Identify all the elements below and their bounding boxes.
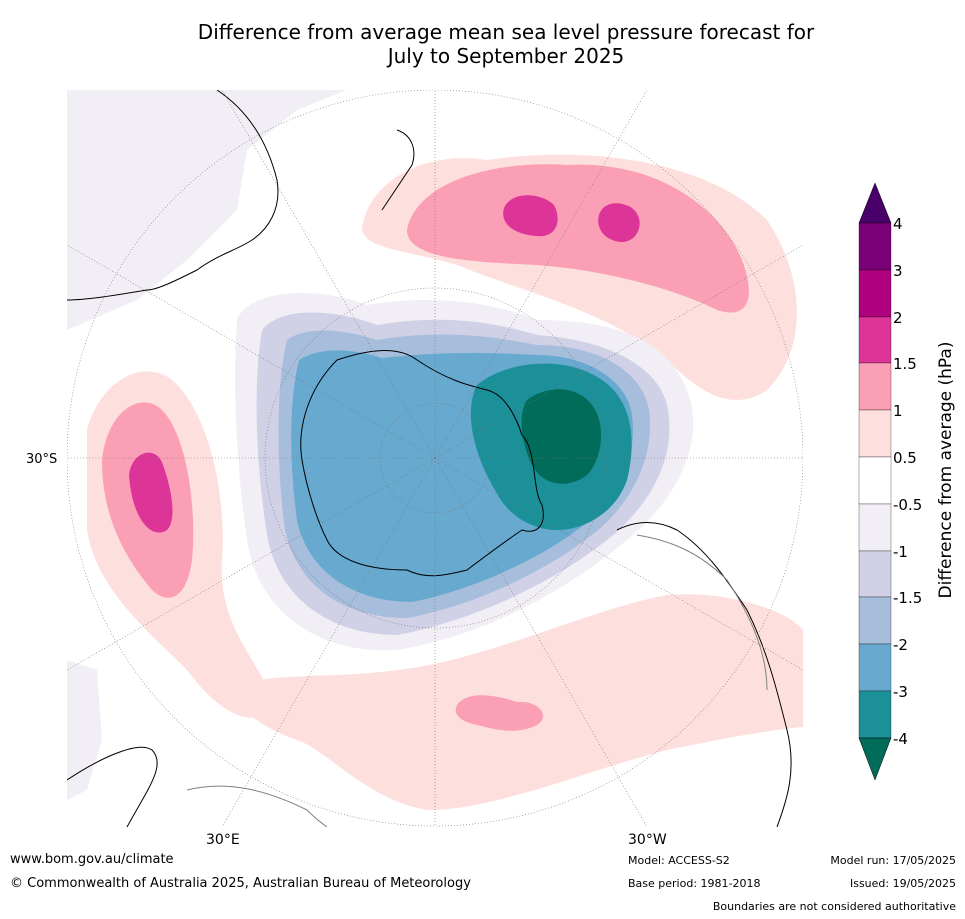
africa-borders [186, 785, 328, 827]
lat-label-30s: 30°S [26, 452, 58, 467]
colorbar [855, 182, 965, 783]
footer-model: Model: ACCESS-S2 [628, 854, 730, 867]
new-zealand-coastline [381, 129, 415, 211]
colorbar-tick-neg-4: -4 [893, 730, 908, 748]
colorbar-bin-neg2-neg3 [858, 643, 892, 692]
south-america-borders [636, 534, 768, 691]
region-neg05-australia [67, 90, 347, 330]
grid-meridians [67, 90, 803, 827]
colorbar-tick-neg-0-5: -0.5 [893, 496, 923, 514]
footer-base-period: Base period: 1981-2018 [628, 877, 761, 890]
south-america-coastline [616, 522, 792, 827]
region-pos1-south [455, 695, 544, 731]
region-pos1-north [407, 164, 749, 313]
region-pos15-north-a [503, 195, 558, 237]
lon-label-30w: 30°W [628, 832, 667, 848]
region-pos15-north-b [598, 203, 640, 242]
pressure-anomaly-map[interactable] [67, 90, 803, 827]
footer-copyright: © Commonwealth of Australia 2025, Austra… [10, 876, 471, 891]
colorbar-bin-neutral [858, 456, 892, 505]
colorbar-bin-neg3-neg4 [858, 690, 892, 739]
footer-model-run: Model run: 17/05/2025 [830, 854, 956, 867]
region-neg05-africa [67, 660, 102, 800]
colorbar-title: Difference from average (hPa) [936, 341, 956, 599]
colorbar-tick-1-5: 1.5 [893, 355, 917, 373]
colorbar-bin-neg15-neg2 [858, 596, 892, 645]
colorbar-bin-2-3 [858, 269, 892, 318]
africa-coastline [67, 746, 158, 827]
colorbar-max-arrow [858, 182, 892, 224]
colorbar-tick-0-5: 0.5 [893, 449, 917, 467]
colorbar-bin-neg05-neg1 [858, 503, 892, 552]
colorbar-tick-neg-1-5: -1.5 [893, 589, 923, 607]
antarctica-coastline [300, 350, 544, 577]
footer-url[interactable]: www.bom.gov.au/climate [10, 852, 174, 867]
lon-label-30e: 30°E [206, 832, 240, 848]
title-line-2: July to September 2025 [387, 44, 625, 68]
footer-issued: Issued: 19/05/2025 [849, 877, 956, 890]
colorbar-min-arrow [858, 737, 892, 781]
colorbar-tick-3: 3 [893, 262, 903, 280]
colorbar-tick-neg-1: -1 [893, 543, 908, 561]
colorbar-tick-2: 2 [893, 309, 903, 327]
colorbar-tick-4: 4 [893, 215, 903, 233]
grid-circle-mid [264, 287, 606, 629]
colorbar-bin-15-2 [858, 316, 892, 364]
colorbar-bin-1-15 [858, 362, 892, 411]
region-pos15-west [129, 452, 173, 533]
colorbar-bin-3-4 [858, 222, 892, 271]
australia-coastline [67, 90, 279, 301]
colorbar-tick-neg-3: -3 [893, 683, 908, 701]
colorbar-tick-1: 1 [893, 402, 903, 420]
colorbar-tick-neg-2: -2 [893, 636, 908, 654]
title-line-1: Difference from average mean sea level p… [197, 20, 815, 44]
colorbar-bin-05-1 [858, 409, 892, 458]
map-title: Difference from average mean sea level p… [0, 20, 965, 68]
region-neg4-antarctic [521, 389, 602, 484]
footer-disclaimer: Boundaries are not considered authoritat… [712, 900, 956, 913]
colorbar-bin-neg1-neg15 [858, 550, 892, 598]
